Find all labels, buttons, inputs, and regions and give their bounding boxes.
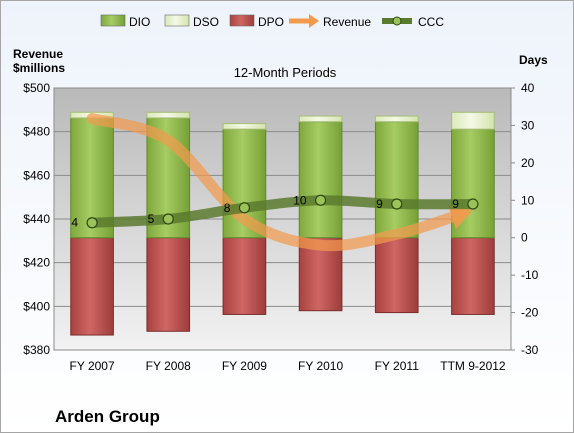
bar-dpo [222, 237, 267, 315]
x-tick-label: FY 2011 [375, 359, 420, 373]
legend-swatch-dpo [229, 14, 255, 27]
ccc-point [86, 217, 98, 229]
ccc-data-label: 9 [376, 197, 383, 211]
y-axis-right: -30 -20 -10 0 10 20 30 40 [511, 81, 539, 357]
y-right-tick-label: 30 [521, 118, 535, 132]
bar-dpo [451, 237, 495, 315]
ccc-data-label: 10 [293, 193, 307, 207]
ccc-point [467, 198, 479, 210]
chart-title: 12-Month Periods [234, 65, 337, 80]
legend-label-dpo: DPO [258, 15, 284, 29]
y-left-tick-label: $500 [23, 81, 50, 95]
y-left-tick-label: $420 [23, 256, 50, 270]
y-right-tick-label: -20 [521, 306, 539, 320]
y-axis-left-label-line2: $millions [13, 61, 65, 75]
y-right-tick-label: 20 [521, 156, 535, 170]
ccc-point [162, 213, 174, 225]
legend-swatch-dso [164, 14, 190, 27]
y-right-tick-label: -30 [521, 343, 539, 357]
ccc-data-label: 8 [224, 201, 231, 215]
legend-label-dso: DSO [193, 15, 219, 29]
revenue-line [86, 113, 473, 252]
legend-label-revenue: Revenue [323, 15, 371, 29]
bar-dso [146, 111, 191, 119]
bar-dio [298, 121, 343, 239]
bar-dso [451, 111, 495, 130]
y-axis-left-label-line1: Revenue [13, 47, 63, 61]
ccc-data-label: 4 [71, 216, 78, 230]
bar-dso [374, 115, 419, 123]
legend-swatch-dio [100, 14, 126, 27]
revenue-line-path [86, 113, 466, 252]
ccc-data-label: 9 [452, 197, 459, 211]
ccc-line: 4 5 8 10 9 9 [71, 193, 479, 230]
y-right-tick-label: 0 [521, 231, 528, 245]
company-name: Arden Group [55, 407, 160, 426]
bar-dso [298, 115, 343, 123]
y-left-tick-label: $400 [23, 299, 50, 313]
y-axis-left: $380 $400 $420 $440 $460 $480 $500 [23, 81, 50, 357]
y-right-tick-label: -10 [521, 268, 539, 282]
y-right-tick-label: 10 [521, 193, 535, 207]
legend-swatch-revenue-head [309, 14, 319, 28]
legend: DIO DSO DPO Revenue CCC [100, 14, 444, 29]
x-axis: FY 2007 FY 2008 FY 2009 FY 2010 FY 2011 TTM 9… [70, 359, 506, 373]
x-tick-label: FY 2009 [222, 359, 267, 373]
revenue-arrowhead [448, 204, 473, 230]
x-tick-label: TTM 9-2012 [440, 359, 506, 373]
y-left-tick-label: $460 [23, 168, 50, 182]
y-left-tick-label: $440 [23, 212, 50, 226]
bar-dso [222, 123, 267, 130]
bar-dio [374, 121, 419, 239]
y-right-tick-label: 40 [521, 81, 535, 95]
y-axis-right-label: Days [519, 53, 548, 67]
ccc-line-path [87, 195, 478, 228]
y-left-tick-label: $380 [23, 343, 50, 357]
y-left-tick-label: $480 [23, 125, 50, 139]
x-tick-label: FY 2008 [146, 359, 191, 373]
ccc-point [391, 198, 403, 210]
x-tick-label: FY 2010 [298, 359, 343, 373]
ccc-point [238, 202, 251, 214]
legend-label-dio: DIO [129, 15, 150, 29]
legend-label-ccc: CCC [418, 15, 444, 29]
ccc-data-label: 5 [148, 212, 155, 226]
ccc-point [314, 194, 327, 206]
bar-dpo [146, 237, 191, 332]
legend-swatch-ccc-marker [392, 16, 402, 26]
bar-dpo [374, 237, 419, 314]
x-tick-label: FY 2007 [70, 359, 115, 373]
bar-dpo [70, 237, 114, 336]
